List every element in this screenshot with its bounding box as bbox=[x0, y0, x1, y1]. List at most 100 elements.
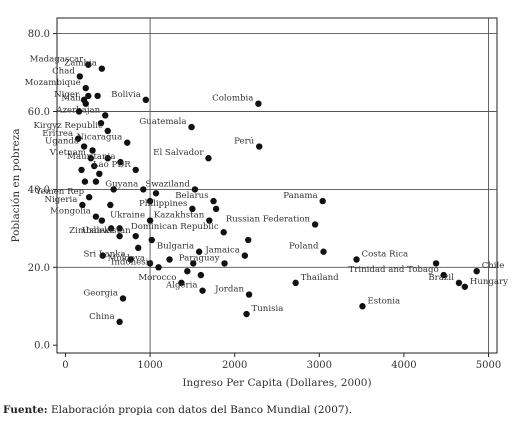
data-point bbox=[190, 260, 197, 267]
x-tick-label: 2000 bbox=[222, 360, 247, 371]
data-point bbox=[75, 108, 83, 115]
data-point bbox=[85, 193, 93, 201]
data-label: Jordan bbox=[214, 285, 244, 295]
data-point bbox=[155, 264, 162, 271]
data-point bbox=[220, 229, 227, 236]
data-label: Madagascar bbox=[30, 55, 85, 65]
data-label: Morocco bbox=[138, 273, 176, 283]
data-label: Philippines bbox=[139, 199, 187, 209]
data-point bbox=[107, 225, 115, 232]
data-label: Bulgaria bbox=[157, 242, 194, 252]
data-label: Dominican Republic bbox=[131, 222, 219, 232]
data-point bbox=[78, 166, 85, 174]
data-label: Belarus bbox=[175, 191, 208, 201]
data-point bbox=[152, 190, 160, 197]
data-point bbox=[320, 248, 327, 255]
data-point bbox=[245, 291, 253, 298]
data-point bbox=[221, 260, 228, 267]
data-point bbox=[92, 178, 100, 185]
data-point bbox=[432, 260, 440, 267]
data-point bbox=[319, 197, 326, 205]
data-label: Estonia bbox=[367, 296, 400, 306]
data-label: Jamaica bbox=[204, 246, 240, 256]
data-point bbox=[206, 217, 213, 224]
data-label: Mali bbox=[61, 94, 81, 104]
data-label: Chile bbox=[482, 261, 505, 271]
data-point bbox=[132, 232, 139, 240]
source-note-text: Elaboración propia con datos del Banco M… bbox=[47, 404, 352, 416]
data-point bbox=[102, 112, 109, 119]
data-label: Tunisia bbox=[252, 304, 284, 314]
data-label: Niger bbox=[54, 90, 80, 100]
data-label: Thailand bbox=[301, 273, 340, 283]
data-point bbox=[119, 295, 127, 302]
data-point bbox=[117, 158, 124, 166]
x-tick-label: 5000 bbox=[476, 360, 501, 371]
data-point bbox=[142, 96, 150, 104]
data-label: Ukraine bbox=[110, 211, 145, 221]
data-point bbox=[116, 232, 123, 240]
data-point bbox=[110, 186, 117, 193]
data-label: Uganda bbox=[45, 137, 79, 147]
data-point bbox=[116, 318, 123, 326]
y-tick-label: 60.0 bbox=[28, 107, 50, 118]
data-point bbox=[146, 217, 154, 224]
data-label: Kirgyz Republic bbox=[33, 121, 102, 131]
data-point bbox=[89, 147, 96, 154]
x-tick-label: 1000 bbox=[137, 360, 162, 371]
data-label: Bolivia bbox=[111, 90, 141, 100]
data-point bbox=[353, 256, 360, 263]
data-point bbox=[199, 287, 206, 294]
data-point bbox=[245, 236, 252, 244]
data-point bbox=[79, 201, 86, 209]
data-point bbox=[76, 73, 84, 80]
data-point bbox=[243, 310, 250, 318]
data-label: Hungary bbox=[470, 277, 508, 287]
data-point bbox=[124, 139, 131, 146]
y-tick-label: 40.0 bbox=[28, 185, 50, 196]
data-label: Indonesia bbox=[111, 257, 154, 267]
data-point bbox=[197, 271, 205, 279]
data-point bbox=[92, 213, 100, 220]
data-point bbox=[98, 217, 106, 224]
data-point bbox=[98, 65, 106, 72]
data-point bbox=[85, 61, 92, 68]
data-point bbox=[104, 155, 111, 162]
data-point bbox=[461, 283, 469, 290]
data-point bbox=[189, 205, 196, 213]
y-axis-title: Población en pobreza bbox=[10, 128, 22, 242]
data-point bbox=[116, 225, 123, 232]
data-point bbox=[255, 100, 262, 107]
data-point bbox=[256, 143, 263, 150]
data-label: Zimbabwe bbox=[69, 226, 114, 236]
data-point bbox=[292, 279, 299, 287]
data-label: Nigeria bbox=[45, 195, 78, 205]
data-label: Algeria bbox=[165, 281, 198, 291]
data-label: Chad bbox=[52, 66, 75, 76]
data-point bbox=[188, 123, 195, 131]
data-point bbox=[195, 248, 203, 255]
data-point bbox=[473, 267, 480, 275]
source-note: Fuente: Elaboración propia con datos del… bbox=[3, 404, 352, 416]
data-label: Colombia bbox=[212, 94, 253, 104]
x-tick-label: 3000 bbox=[307, 360, 332, 371]
data-label: Poland bbox=[289, 242, 319, 252]
y-tick-label: 80.0 bbox=[28, 29, 50, 40]
data-point bbox=[311, 221, 319, 228]
chart-canvas: 0.0 20.0 40.0 60.0 80.0 0 1000 2000 3000 4000 5000… bbox=[10, 17, 508, 389]
scatter-chart: 0.0 20.0 40.0 60.0 80.0 0 1000 2000 3000 4000 5000… bbox=[10, 17, 508, 389]
data-label: Perú bbox=[234, 136, 255, 147]
data-label: Nicaragua bbox=[77, 133, 123, 143]
data-point bbox=[166, 256, 173, 263]
data-label: Yemen Rep bbox=[35, 187, 85, 197]
data-label: Guyana bbox=[105, 179, 138, 189]
data-point bbox=[140, 186, 147, 193]
data-label: Sri Lanka bbox=[83, 250, 125, 260]
data-label: Costa Rica bbox=[362, 250, 409, 260]
data-label: Swaziland bbox=[145, 179, 190, 189]
data-label: Mozambique bbox=[25, 78, 81, 88]
data-point bbox=[135, 244, 142, 252]
data-point bbox=[99, 252, 106, 259]
data-point bbox=[127, 256, 134, 263]
plot-area bbox=[56, 17, 498, 354]
